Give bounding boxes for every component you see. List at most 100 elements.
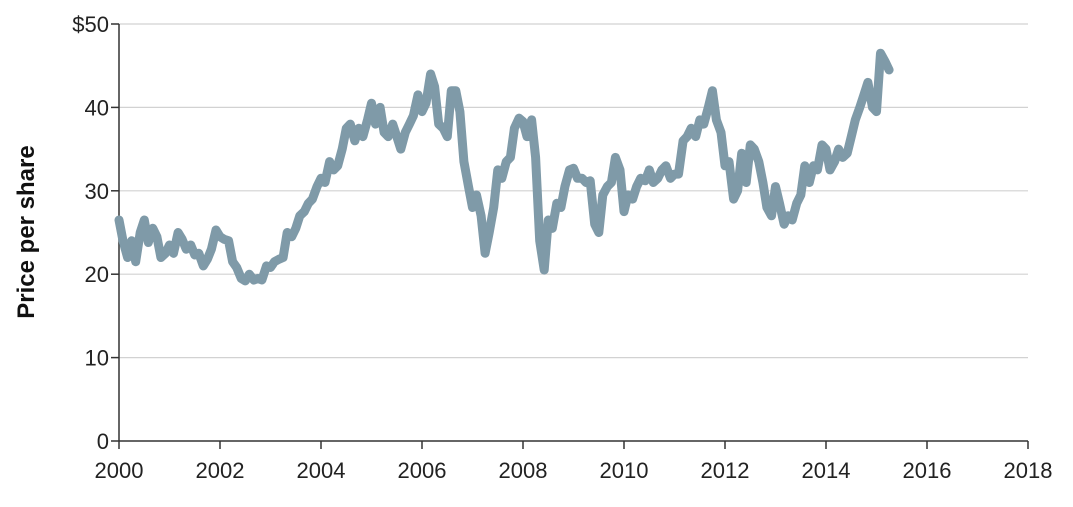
data-point	[757, 160, 760, 163]
data-point	[181, 238, 184, 241]
data-point	[197, 252, 200, 255]
x-tick-label: 2014	[802, 458, 851, 483]
data-point	[568, 168, 571, 171]
data-point	[803, 164, 806, 167]
data-point	[639, 177, 642, 180]
data-point	[715, 118, 718, 121]
data-point	[698, 118, 701, 121]
data-point	[593, 223, 596, 226]
data-point	[875, 110, 878, 113]
data-point	[471, 206, 474, 209]
y-tick-label: 30	[85, 179, 109, 204]
data-point	[543, 269, 546, 272]
data-point	[610, 181, 613, 184]
data-point	[694, 135, 697, 138]
data-point	[522, 120, 525, 123]
data-point	[530, 118, 533, 121]
data-point	[118, 219, 121, 222]
data-point	[353, 139, 356, 142]
data-point	[526, 135, 529, 138]
data-point	[631, 198, 634, 201]
data-point	[294, 227, 297, 230]
x-tick-label: 2008	[499, 458, 548, 483]
data-point	[765, 206, 768, 209]
data-point	[446, 135, 449, 138]
data-point	[850, 135, 853, 138]
data-point	[462, 160, 465, 163]
data-point	[341, 148, 344, 151]
data-point	[862, 93, 865, 96]
data-point	[614, 156, 617, 159]
data-point	[286, 231, 289, 234]
data-point	[816, 168, 819, 171]
data-point	[231, 260, 234, 263]
data-point	[884, 60, 887, 63]
data-point	[871, 106, 874, 109]
data-point	[433, 85, 436, 88]
data-point	[623, 210, 626, 213]
data-point	[480, 214, 483, 217]
data-point	[273, 260, 276, 263]
data-point	[134, 260, 137, 263]
data-point	[724, 164, 727, 167]
data-point	[555, 202, 558, 205]
data-point	[126, 256, 129, 259]
data-point	[660, 168, 663, 171]
data-point	[324, 181, 327, 184]
x-tick-label: 2018	[1004, 458, 1053, 483]
data-point	[177, 231, 180, 234]
data-point	[791, 219, 794, 222]
x-tick-label: 2010	[600, 458, 649, 483]
data-point	[690, 127, 693, 130]
data-point	[854, 118, 857, 121]
y-tick-label: 20	[85, 262, 109, 287]
data-point	[412, 114, 415, 117]
data-point	[846, 152, 849, 155]
data-point	[825, 148, 828, 151]
data-point	[429, 73, 432, 76]
data-point	[821, 143, 824, 146]
data-point	[559, 206, 562, 209]
data-point	[467, 185, 470, 188]
data-point	[778, 202, 781, 205]
data-point	[147, 241, 150, 244]
data-point	[858, 106, 861, 109]
data-point	[563, 185, 566, 188]
data-point	[332, 168, 335, 171]
data-point	[265, 264, 268, 267]
data-point	[303, 210, 306, 213]
data-point	[442, 127, 445, 130]
data-point	[505, 160, 508, 163]
data-point	[130, 239, 133, 242]
data-point	[421, 110, 424, 113]
data-point	[366, 118, 369, 121]
x-tick-label: 2000	[95, 458, 144, 483]
data-point	[193, 254, 196, 257]
data-point	[210, 248, 213, 251]
x-tick-label: 2004	[297, 458, 346, 483]
data-point	[336, 164, 339, 167]
data-point	[656, 177, 659, 180]
data-point	[538, 239, 541, 242]
data-point	[770, 214, 773, 217]
data-point	[260, 279, 263, 282]
data-point	[282, 256, 285, 259]
y-tick-label: 40	[85, 95, 109, 120]
data-point	[437, 123, 440, 126]
data-point	[627, 194, 630, 197]
data-point	[484, 252, 487, 255]
data-point	[606, 185, 609, 188]
data-point	[669, 177, 672, 180]
x-tick-label: 2006	[398, 458, 447, 483]
data-point	[151, 227, 154, 230]
data-point	[417, 93, 420, 96]
data-point	[391, 123, 394, 126]
data-point	[749, 143, 752, 146]
y-tick-label: $50	[72, 12, 109, 37]
data-point	[361, 135, 364, 138]
x-tick-label: 2012	[701, 458, 750, 483]
data-point	[357, 127, 360, 130]
data-point	[707, 106, 710, 109]
data-point	[879, 52, 882, 55]
data-point	[783, 223, 786, 226]
